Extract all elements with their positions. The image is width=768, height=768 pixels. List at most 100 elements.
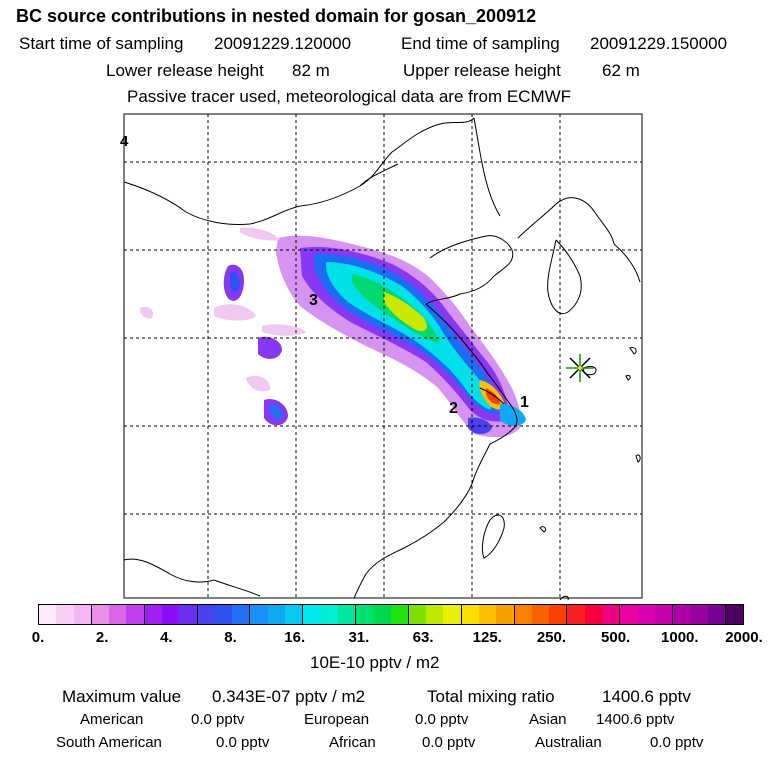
color-swatch	[513, 605, 532, 624]
australian-label: Australian	[535, 734, 602, 751]
color-swatch	[690, 605, 708, 624]
color-swatch	[73, 605, 91, 624]
blob-west-3-core	[270, 404, 283, 420]
blob-faint-3	[262, 324, 306, 336]
color-swatch	[707, 605, 725, 624]
blob-faint-1	[140, 306, 154, 319]
color-swatch	[672, 605, 691, 624]
color-swatch	[161, 605, 180, 624]
color-scale-tick: 1000.	[661, 629, 699, 646]
color-scale-tick: 0.	[31, 629, 45, 646]
color-scale-tick: 16.	[284, 629, 306, 646]
max-value-label: Maximum value	[62, 687, 182, 706]
color-scale-tick: 63.	[412, 629, 434, 646]
color-swatch	[496, 605, 514, 624]
american-value: 0.0 pptv	[191, 711, 245, 728]
blob-faint-2	[214, 304, 256, 321]
asian-value: 1400.6 pptv	[596, 711, 675, 728]
color-scale-tick: 2000.	[725, 629, 763, 646]
color-swatch	[390, 605, 408, 624]
color-scale-tick: 8.	[224, 629, 237, 646]
color-scale-unit: 10E-10 pptv / m2	[310, 653, 440, 672]
south-american-label: South American	[56, 734, 162, 751]
color-scale-bar	[38, 604, 744, 625]
color-scale-tick: 2.	[95, 629, 109, 646]
color-swatch	[637, 605, 655, 624]
color-swatch	[426, 605, 444, 624]
color-swatch	[355, 605, 374, 624]
blob-faint-4	[240, 227, 280, 241]
end-time-label: End time of sampling	[401, 34, 560, 53]
color-swatch	[531, 605, 550, 624]
color-swatch	[179, 605, 197, 624]
color-swatch	[214, 605, 233, 624]
lower-release-label: Lower release height	[106, 61, 264, 80]
map-frame	[123, 113, 643, 599]
end-time-value: 20091229.150000	[590, 34, 728, 53]
blob-west-1-core	[230, 271, 240, 292]
tracer-note: Passive tracer used, meteorological data…	[127, 87, 572, 106]
plot-title: BC source contributions in nested domain…	[16, 6, 537, 26]
color-scale-tick: 500.	[601, 629, 631, 646]
receptor-star-icon	[566, 354, 594, 382]
color-swatch	[232, 605, 250, 624]
upper-release-label: Upper release height	[403, 61, 561, 80]
south-american-value: 0.0 pptv	[216, 734, 270, 751]
color-swatch	[267, 605, 285, 624]
color-swatch	[373, 605, 391, 624]
european-value: 0.0 pptv	[415, 711, 469, 728]
asian-label: Asian	[529, 711, 567, 728]
plume-shanghai	[500, 404, 526, 426]
color-swatch	[126, 605, 144, 624]
color-swatch	[320, 605, 338, 624]
color-swatch	[460, 605, 480, 624]
color-swatch	[39, 605, 57, 624]
color-swatch	[602, 605, 620, 624]
total-mixing-value: 1400.6 pptv	[602, 687, 691, 706]
color-swatch	[249, 605, 268, 624]
color-swatch	[143, 605, 162, 624]
european-label: European	[304, 711, 370, 728]
color-swatch	[302, 605, 321, 624]
lower-release-value: 82 m	[292, 61, 330, 80]
african-value: 0.0 pptv	[422, 734, 476, 751]
concentration-plume	[140, 227, 526, 438]
color-swatch	[284, 605, 303, 624]
color-swatch	[90, 605, 110, 624]
african-label: African	[329, 734, 376, 751]
coastlines	[123, 117, 641, 601]
australian-value: 0.0 pptv	[650, 734, 704, 751]
max-value: 0.343E-07 pptv / m2	[212, 687, 366, 706]
color-scale-tick: 125.	[472, 629, 502, 646]
upper-release-value: 62 m	[602, 61, 640, 80]
color-swatch	[566, 605, 585, 624]
color-swatch	[479, 605, 497, 624]
source-label-3: 3	[309, 292, 318, 309]
plume-yellow	[384, 292, 427, 332]
color-swatch	[109, 605, 127, 624]
color-swatch	[196, 605, 215, 624]
blob-west-2	[258, 336, 282, 359]
color-swatch	[337, 605, 356, 624]
start-time-value: 20091229.120000	[214, 34, 352, 53]
color-scale-tick: 250.	[536, 629, 567, 646]
color-swatch	[407, 605, 427, 624]
color-swatch	[443, 605, 461, 624]
blob-faint-5	[246, 375, 271, 392]
corner-label: 4	[120, 133, 129, 150]
color-swatch	[724, 605, 744, 624]
color-swatch	[584, 605, 602, 624]
color-scale-tick: 31.	[348, 629, 370, 646]
color-swatch	[56, 605, 74, 624]
color-swatch	[654, 605, 673, 624]
color-swatch	[619, 605, 638, 624]
start-time-label: Start time of sampling	[19, 34, 184, 53]
lat-lon-grid	[124, 114, 642, 598]
source-label-1: 1	[520, 394, 529, 411]
color-scale-tick: 4.	[160, 629, 173, 646]
source-label-2: 2	[449, 400, 458, 417]
color-swatch	[549, 605, 567, 624]
total-mixing-label: Total mixing ratio	[427, 687, 555, 706]
american-label: American	[80, 711, 144, 728]
